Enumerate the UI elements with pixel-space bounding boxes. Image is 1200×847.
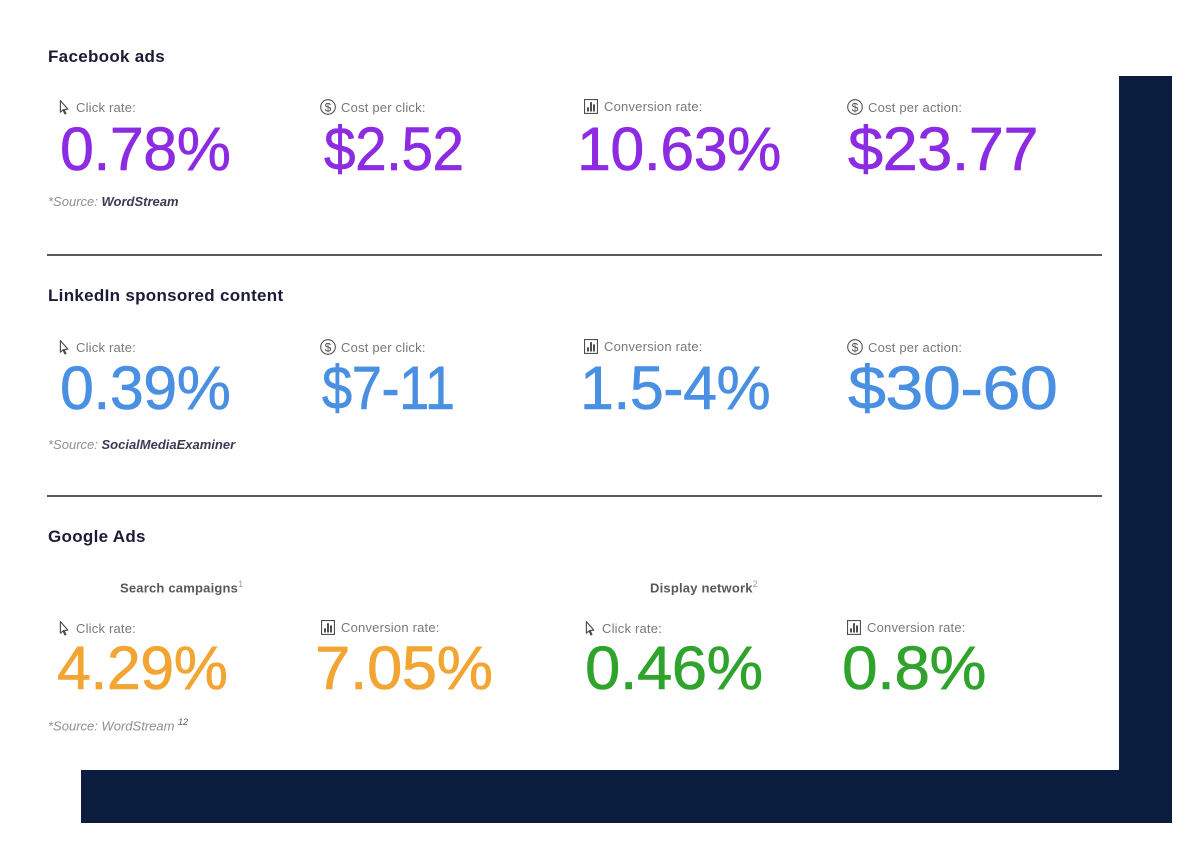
svg-text:$: $ <box>325 340 332 354</box>
svg-text:$: $ <box>325 100 332 114</box>
svg-text:$: $ <box>852 100 859 114</box>
svg-text:$: $ <box>852 340 859 354</box>
